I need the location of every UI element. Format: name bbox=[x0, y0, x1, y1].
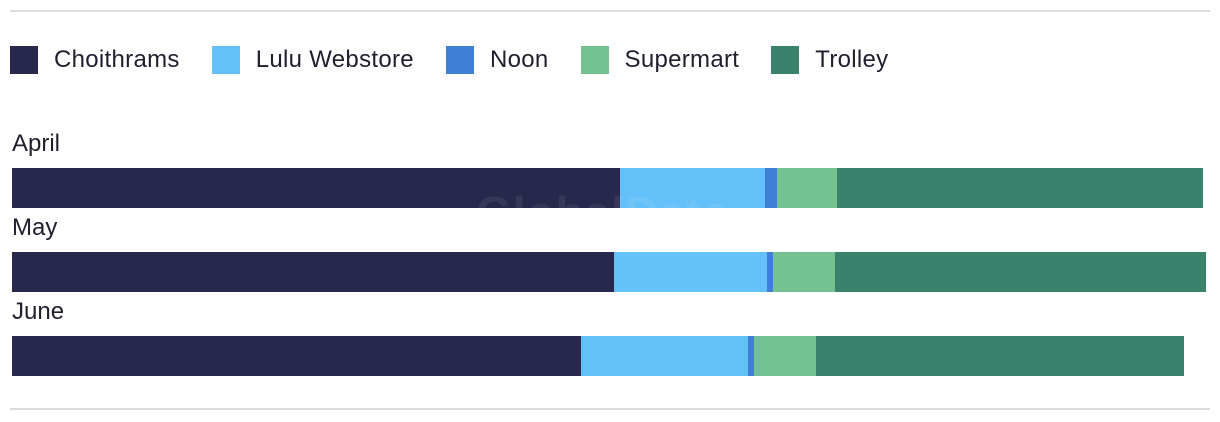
bar-segment bbox=[815, 336, 1185, 376]
legend-swatch bbox=[771, 46, 800, 74]
top-divider bbox=[10, 10, 1210, 12]
legend-label: Choithrams bbox=[54, 46, 180, 73]
bottom-divider bbox=[10, 408, 1210, 410]
bar-segment bbox=[753, 336, 816, 376]
legend-item: Choithrams bbox=[10, 46, 180, 74]
category-label: June bbox=[12, 298, 65, 325]
category-label: April bbox=[12, 130, 61, 157]
legend-item: Lulu Webstore bbox=[211, 46, 414, 74]
legend-label: Trolley bbox=[815, 46, 889, 73]
legend-swatch bbox=[445, 46, 474, 74]
bar-segment bbox=[765, 168, 778, 208]
bar-segment bbox=[12, 168, 620, 208]
legend-item: Trolley bbox=[771, 46, 888, 74]
bar-segment bbox=[766, 252, 773, 292]
legend-swatch bbox=[10, 46, 38, 74]
legend-swatch bbox=[211, 46, 240, 74]
bar-segment bbox=[772, 252, 835, 292]
legend-label: Supermart bbox=[624, 46, 740, 73]
bar-segment bbox=[747, 336, 754, 376]
chart-legend: Choithrams Lulu Webstore Noon Supermart Trol… bbox=[10, 44, 921, 76]
category-label: May bbox=[12, 214, 58, 241]
legend-item: Noon bbox=[445, 46, 549, 74]
bar-segment bbox=[613, 252, 767, 292]
legend-swatch bbox=[580, 46, 609, 74]
legend-label: Noon bbox=[489, 46, 549, 73]
bar-segment bbox=[12, 336, 582, 376]
bar-segment bbox=[581, 336, 748, 376]
bar-segment bbox=[834, 252, 1206, 292]
bar-segment bbox=[837, 168, 1204, 208]
legend-label: Lulu Webstore bbox=[255, 46, 414, 73]
bar-segment bbox=[619, 168, 766, 208]
bar-segment bbox=[12, 252, 614, 292]
legend-item: Supermart bbox=[580, 46, 740, 74]
bar-segment bbox=[777, 168, 838, 208]
